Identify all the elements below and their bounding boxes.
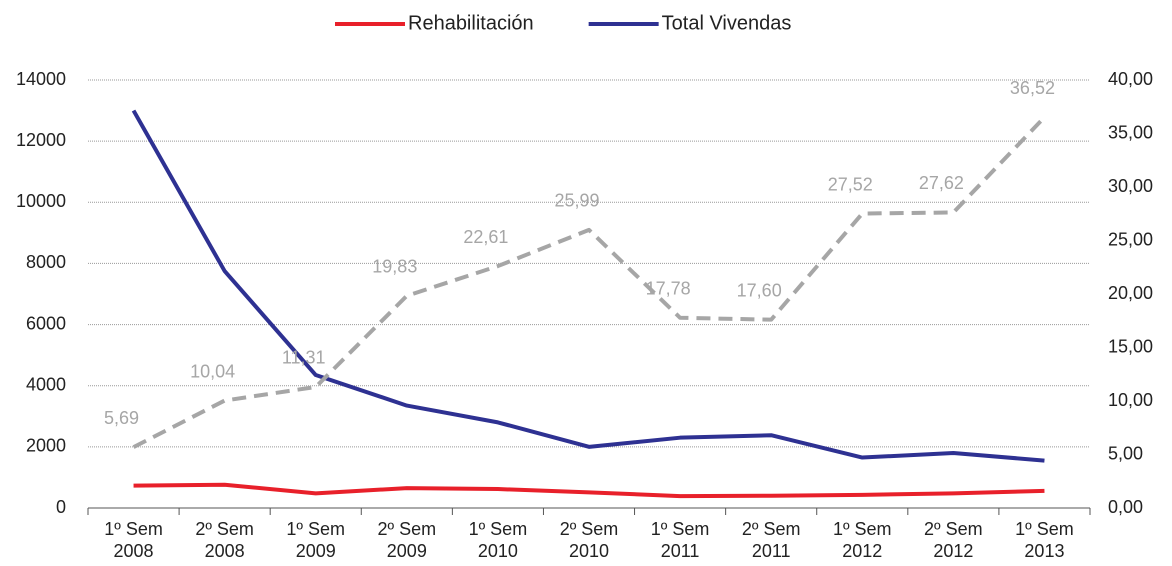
value-label: 27,62 — [919, 173, 964, 193]
legend-label: Rehabilitación — [408, 12, 534, 34]
value-label: 19,83 — [372, 257, 417, 277]
x-tick-label: 1º Sem 2012 — [833, 519, 892, 561]
y2-tick-label: 15,00 — [1108, 336, 1153, 356]
y-tick-label: 6000 — [26, 313, 66, 333]
y2-tick-label: 5,00 — [1108, 443, 1143, 463]
y2-tick-label: 30,00 — [1108, 176, 1153, 196]
y-tick-label: 8000 — [26, 252, 66, 272]
y2-tick-label: 25,00 — [1108, 229, 1153, 249]
series-line — [131, 109, 1045, 463]
x-tick-label: 1º Sem 2011 — [651, 519, 710, 561]
legend-label: Total Vivendas — [662, 12, 792, 34]
y2-tick-label: 0,00 — [1108, 497, 1143, 517]
value-label: 27,52 — [828, 174, 873, 194]
y-tick-label: 0 — [56, 497, 66, 517]
value-label: 25,99 — [554, 191, 599, 211]
y2-tick-label: 20,00 — [1108, 283, 1153, 303]
value-label: 17,60 — [737, 280, 782, 300]
value-label: 10,04 — [190, 361, 235, 381]
y-tick-label: 12000 — [16, 130, 66, 150]
y-tick-label: 2000 — [26, 436, 66, 456]
y2-tick-label: 35,00 — [1108, 122, 1153, 142]
x-tick-label: 1º Sem 2010 — [469, 519, 528, 561]
value-label: 11,31 — [282, 348, 326, 368]
x-tick-label: 2º Sem 2010 — [560, 519, 619, 561]
x-tick-label: 1º Sem 2013 — [1015, 519, 1074, 561]
y-tick-label: 4000 — [26, 374, 66, 394]
y2-tick-label: 10,00 — [1108, 390, 1153, 410]
y-tick-label: 14000 — [16, 69, 66, 89]
series-line — [132, 115, 1046, 449]
value-label: 36,52 — [1010, 78, 1055, 98]
value-label: 17,78 — [646, 279, 691, 299]
x-tick-label: 2º Sem 2012 — [924, 519, 983, 561]
x-tick-label: 1º Sem 2008 — [104, 519, 163, 561]
x-tick-label: 1º Sem 2009 — [286, 519, 345, 561]
y2-tick-label: 40,00 — [1108, 69, 1153, 89]
x-tick-label: 2º Sem 2011 — [742, 519, 801, 561]
value-label: 22,61 — [463, 227, 508, 247]
series-line — [133, 482, 1045, 499]
value-label: 5,69 — [104, 408, 139, 428]
y-tick-label: 10000 — [16, 191, 66, 211]
x-tick-label: 2º Sem 2009 — [378, 519, 437, 561]
x-tick-label: 2º Sem 2008 — [195, 519, 254, 561]
